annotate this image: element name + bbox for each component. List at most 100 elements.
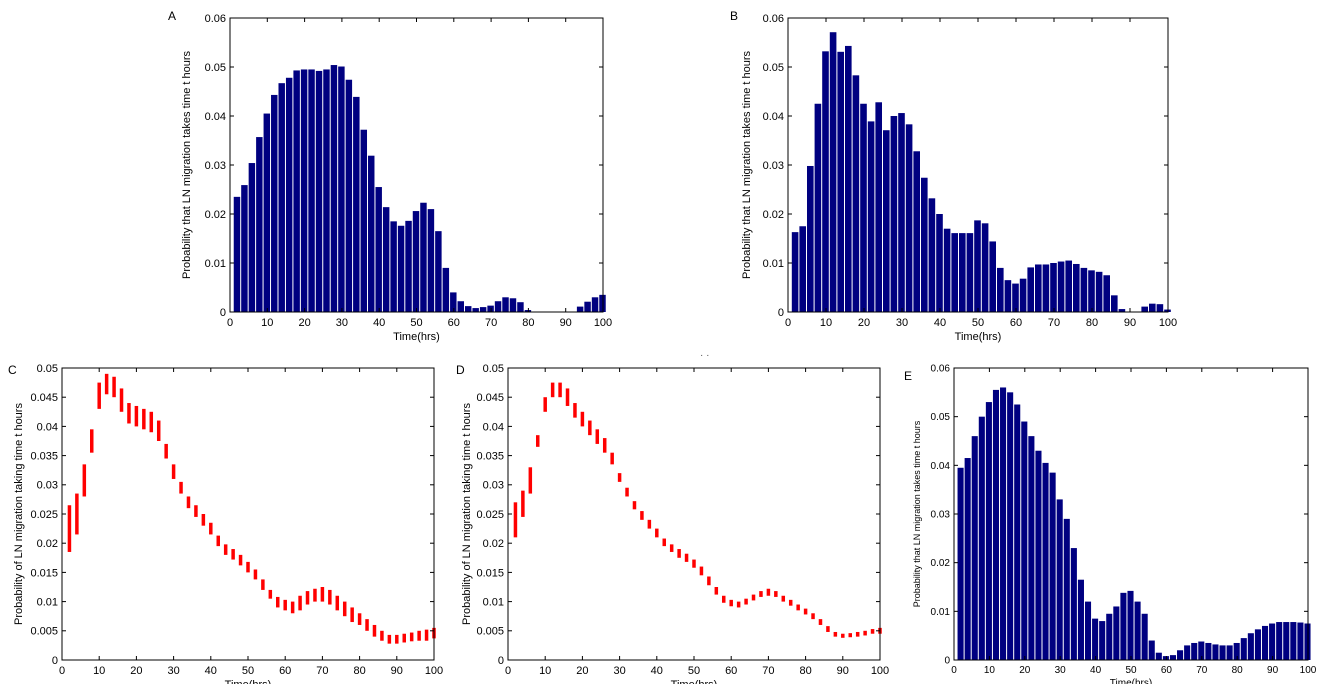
bar	[921, 177, 928, 312]
bar	[1019, 278, 1027, 312]
bar	[1111, 295, 1118, 312]
bar	[883, 130, 890, 312]
y-tick-label: 0.005	[30, 626, 58, 638]
chart-panel-a: A 0 10 20 30 40 50 60 70 80 90 100 0 0.01 0.02 0.03 0.04…	[168, 9, 612, 343]
x-axis-label: Time(hrs)	[225, 679, 272, 684]
panel-label: A	[168, 9, 176, 23]
bar	[1155, 652, 1162, 660]
x-tick-label: 90	[1124, 317, 1136, 329]
bar	[442, 267, 450, 312]
y-tick-label: 0.01	[205, 258, 226, 270]
bar	[382, 207, 390, 312]
bar	[397, 225, 405, 312]
bar	[1184, 645, 1191, 660]
y-axis-label: Probability of LN migration taking time …	[461, 403, 473, 625]
bar	[1021, 421, 1028, 660]
bar	[1226, 645, 1233, 660]
bar	[1177, 650, 1184, 660]
y-tick-label: 0.045	[30, 392, 58, 404]
y-tick-label: 0.01	[763, 258, 784, 270]
chart-panel-d: D 0 10 20 30 40 50 60 70 80 90 100 0 0.005 0.01 0.015 0.…	[456, 363, 889, 684]
bar	[1156, 304, 1164, 312]
y-tick-label: 0	[498, 655, 504, 667]
x-tick-label: 60	[279, 665, 291, 677]
bar	[375, 187, 382, 312]
x-tick-label: 70	[485, 317, 497, 329]
y-tick-label: 0.02	[763, 209, 784, 221]
x-tick-label: 70	[1048, 317, 1060, 329]
bar	[1254, 629, 1261, 660]
x-tick-label: 60	[1010, 317, 1022, 329]
bar	[1205, 642, 1212, 660]
y-tick-label: 0	[220, 307, 226, 319]
bar	[1118, 309, 1126, 312]
bar	[913, 151, 920, 312]
bar	[1233, 642, 1240, 660]
y-tick-label: 0.06	[931, 364, 951, 375]
y-tick-label: 0	[52, 655, 58, 667]
bar	[989, 241, 996, 312]
bar	[494, 301, 502, 312]
x-tick-label: 90	[391, 665, 403, 677]
bar	[390, 221, 397, 312]
bar	[1012, 283, 1019, 312]
y-tick-label: 0.01	[37, 596, 58, 608]
bar	[1127, 590, 1134, 660]
bar	[487, 305, 494, 312]
bar	[981, 223, 989, 312]
x-tick-label: 30	[336, 317, 348, 329]
bar	[315, 70, 323, 312]
bar	[1141, 613, 1148, 660]
bar	[1169, 655, 1177, 660]
bar	[951, 233, 958, 312]
bar	[1191, 642, 1198, 660]
y-tick-label: 0.01	[931, 607, 951, 618]
y-tick-label: 0.04	[205, 111, 226, 123]
bar	[338, 66, 345, 312]
x-tick-label: 30	[613, 665, 625, 677]
bar	[1007, 392, 1014, 660]
y-tick-label: 0.04	[37, 421, 58, 433]
bar	[368, 155, 375, 312]
x-tick-label: 80	[1086, 317, 1098, 329]
y-tick-label: 0.05	[763, 62, 784, 74]
bar	[1004, 280, 1012, 312]
x-tick-label: 90	[560, 317, 572, 329]
x-tick-label: 70	[1196, 665, 1208, 676]
bar	[964, 458, 971, 660]
y-tick-label: 0.03	[931, 510, 951, 521]
y-tick-label: 0.015	[476, 567, 504, 579]
panel-label: C	[8, 363, 17, 377]
bar	[1283, 622, 1290, 660]
bar	[1088, 270, 1095, 312]
x-tick-label: 80	[522, 317, 534, 329]
bar	[1149, 303, 1156, 312]
bar	[1050, 263, 1057, 312]
x-tick-label: 20	[858, 317, 870, 329]
y-axis-label: Probability of LN migration taking time …	[13, 403, 25, 625]
bar	[928, 198, 936, 312]
panel-label: D	[456, 363, 465, 377]
x-tick-label: 80	[353, 665, 365, 677]
x-tick-label: 80	[799, 665, 811, 677]
x-tick-label: 40	[373, 317, 385, 329]
y-tick-label: 0.02	[931, 558, 951, 569]
bar	[1084, 601, 1092, 660]
bar	[1134, 601, 1141, 660]
bar	[502, 297, 509, 312]
bar	[1148, 640, 1155, 660]
bar	[1042, 462, 1049, 660]
bar	[837, 51, 844, 313]
x-tick-label: 70	[762, 665, 774, 677]
y-tick-label: 0.03	[205, 160, 226, 172]
bar	[997, 267, 1004, 312]
y-tick-label: 0.005	[476, 626, 504, 638]
bar	[1027, 267, 1034, 312]
y-tick-label: 0.06	[763, 13, 784, 25]
bar	[860, 103, 867, 312]
bar	[867, 121, 875, 312]
x-tick-label: 50	[688, 665, 700, 677]
chart-panel-e: E 0 10 20 30 40 50 60 70 80 90 100 0 0.01 0.02 0.03 0.04…	[904, 364, 1317, 684]
bar	[799, 226, 806, 312]
x-tick-label: 60	[448, 317, 460, 329]
